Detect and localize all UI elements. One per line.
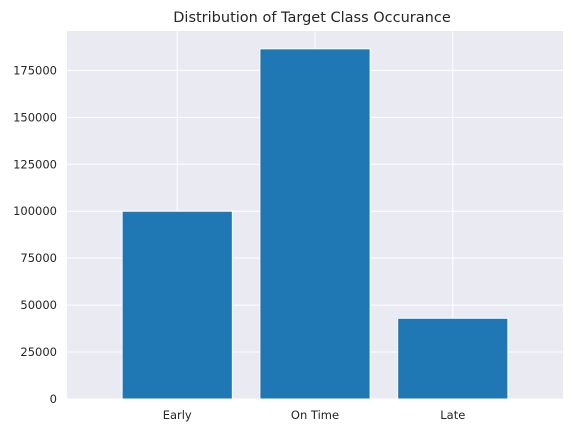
bar-late [397, 317, 509, 400]
bar-early [121, 210, 233, 400]
y-tick-label: 50000 [20, 298, 57, 312]
y-tick-label: 100000 [13, 204, 57, 218]
bars [121, 48, 509, 400]
y-tick-label: 75000 [20, 251, 57, 265]
y-tick-label: 0 [50, 392, 57, 406]
x-tick-label: Late [440, 408, 465, 422]
y-tick-label: 175000 [13, 63, 57, 77]
y-tick-label: 25000 [20, 345, 57, 359]
y-tick-label: 125000 [13, 157, 57, 171]
y-axis-ticks: 0 25000 50000 75000 100000 125000 150000 175000 [13, 63, 57, 406]
bar-on-time [259, 48, 371, 400]
x-tick-label: On Time [291, 408, 339, 422]
x-tick-label: Early [163, 408, 192, 422]
y-tick-label: 150000 [13, 110, 57, 124]
x-axis-ticks: Early On Time Late [163, 408, 466, 422]
chart-title: Distribution of Target Class Occurance [173, 10, 451, 26]
